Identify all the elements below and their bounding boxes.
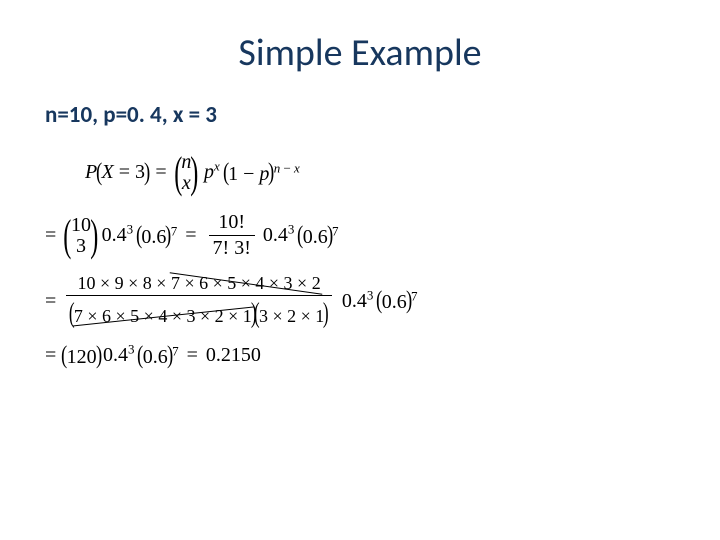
slide: Simple Example n=10, p=0. 4, x = 3 P ( X… <box>0 0 720 540</box>
p-term: px <box>204 161 220 184</box>
frac-denominator: (7 × 6 × 5 × 4 × 3 × 2 × 1)(3 × 2 × 1) <box>66 297 332 330</box>
p-cubed: 0.43 <box>342 290 374 313</box>
close-paren: ) <box>144 159 150 187</box>
q-seventh: (0.6)7 <box>138 342 178 370</box>
equals: = <box>45 344 56 367</box>
cancelled-denominator: 7 × 6 × 5 × 4 × 3 × 2 × 1 <box>74 306 252 327</box>
math-derivation: P ( X = 3 ) = ( n x ) px (1 − p)n − x = <box>85 147 675 370</box>
equals: = <box>155 161 166 184</box>
factorial-fraction: 10! 7! 3! <box>209 211 255 260</box>
cancelled-numerator: 7 × 6 × 5 × 4 × 3 × 2 <box>171 273 321 294</box>
expanded-fraction: 10 × 9 × 8 × 7 × 6 × 5 × 4 × 3 × 2 (7 × … <box>66 273 332 330</box>
binom-bot: 3 <box>76 236 86 257</box>
equals: = <box>45 290 56 313</box>
q-seventh-2: (0.6)7 <box>298 222 338 250</box>
equation-line-3: = 10 × 9 × 8 × 7 × 6 × 5 × 4 × 3 × 2 (7 … <box>45 273 675 330</box>
equals-2: = <box>185 224 196 247</box>
parameters-line: n=10, p=0. 4, x = 3 <box>45 101 675 129</box>
frac-denominator: 7! 3! <box>209 237 255 260</box>
lhs-event: X = 3 <box>102 161 146 184</box>
equation-line-1: P ( X = 3 ) = ( n x ) px (1 − p)n − x <box>85 147 675 198</box>
q-term: (1 − p)n − x <box>224 159 300 187</box>
p-cubed: 0.43 <box>103 344 135 367</box>
binom-top: 10 <box>71 215 91 236</box>
open-paren: ( <box>96 159 102 187</box>
binomial-10-3: ( 10 3 ) <box>64 210 97 261</box>
final-result: 0.2150 <box>206 344 261 367</box>
equals-2: = <box>187 344 198 367</box>
frac-numerator: 10! <box>214 211 249 234</box>
slide-title: Simple Example <box>45 30 675 76</box>
equation-line-2: = ( 10 3 ) 0.43 (0.6)7 = 10! 7! 3! <box>45 210 675 261</box>
q-seventh: (0.6)7 <box>137 222 177 250</box>
frac-numerator: 10 × 9 × 8 × 7 × 6 × 5 × 4 × 3 × 2 <box>73 273 324 294</box>
p-cubed: 0.43 <box>102 224 134 247</box>
equals: = <box>45 224 56 247</box>
p-cubed-2: 0.43 <box>263 224 295 247</box>
coefficient: (120) <box>62 342 101 370</box>
binomial-n-x: ( n x ) <box>175 147 198 198</box>
q-seventh: (0.6)7 <box>377 287 417 315</box>
equation-line-4: = (120) 0.43 (0.6)7 = 0.2150 <box>45 342 675 370</box>
